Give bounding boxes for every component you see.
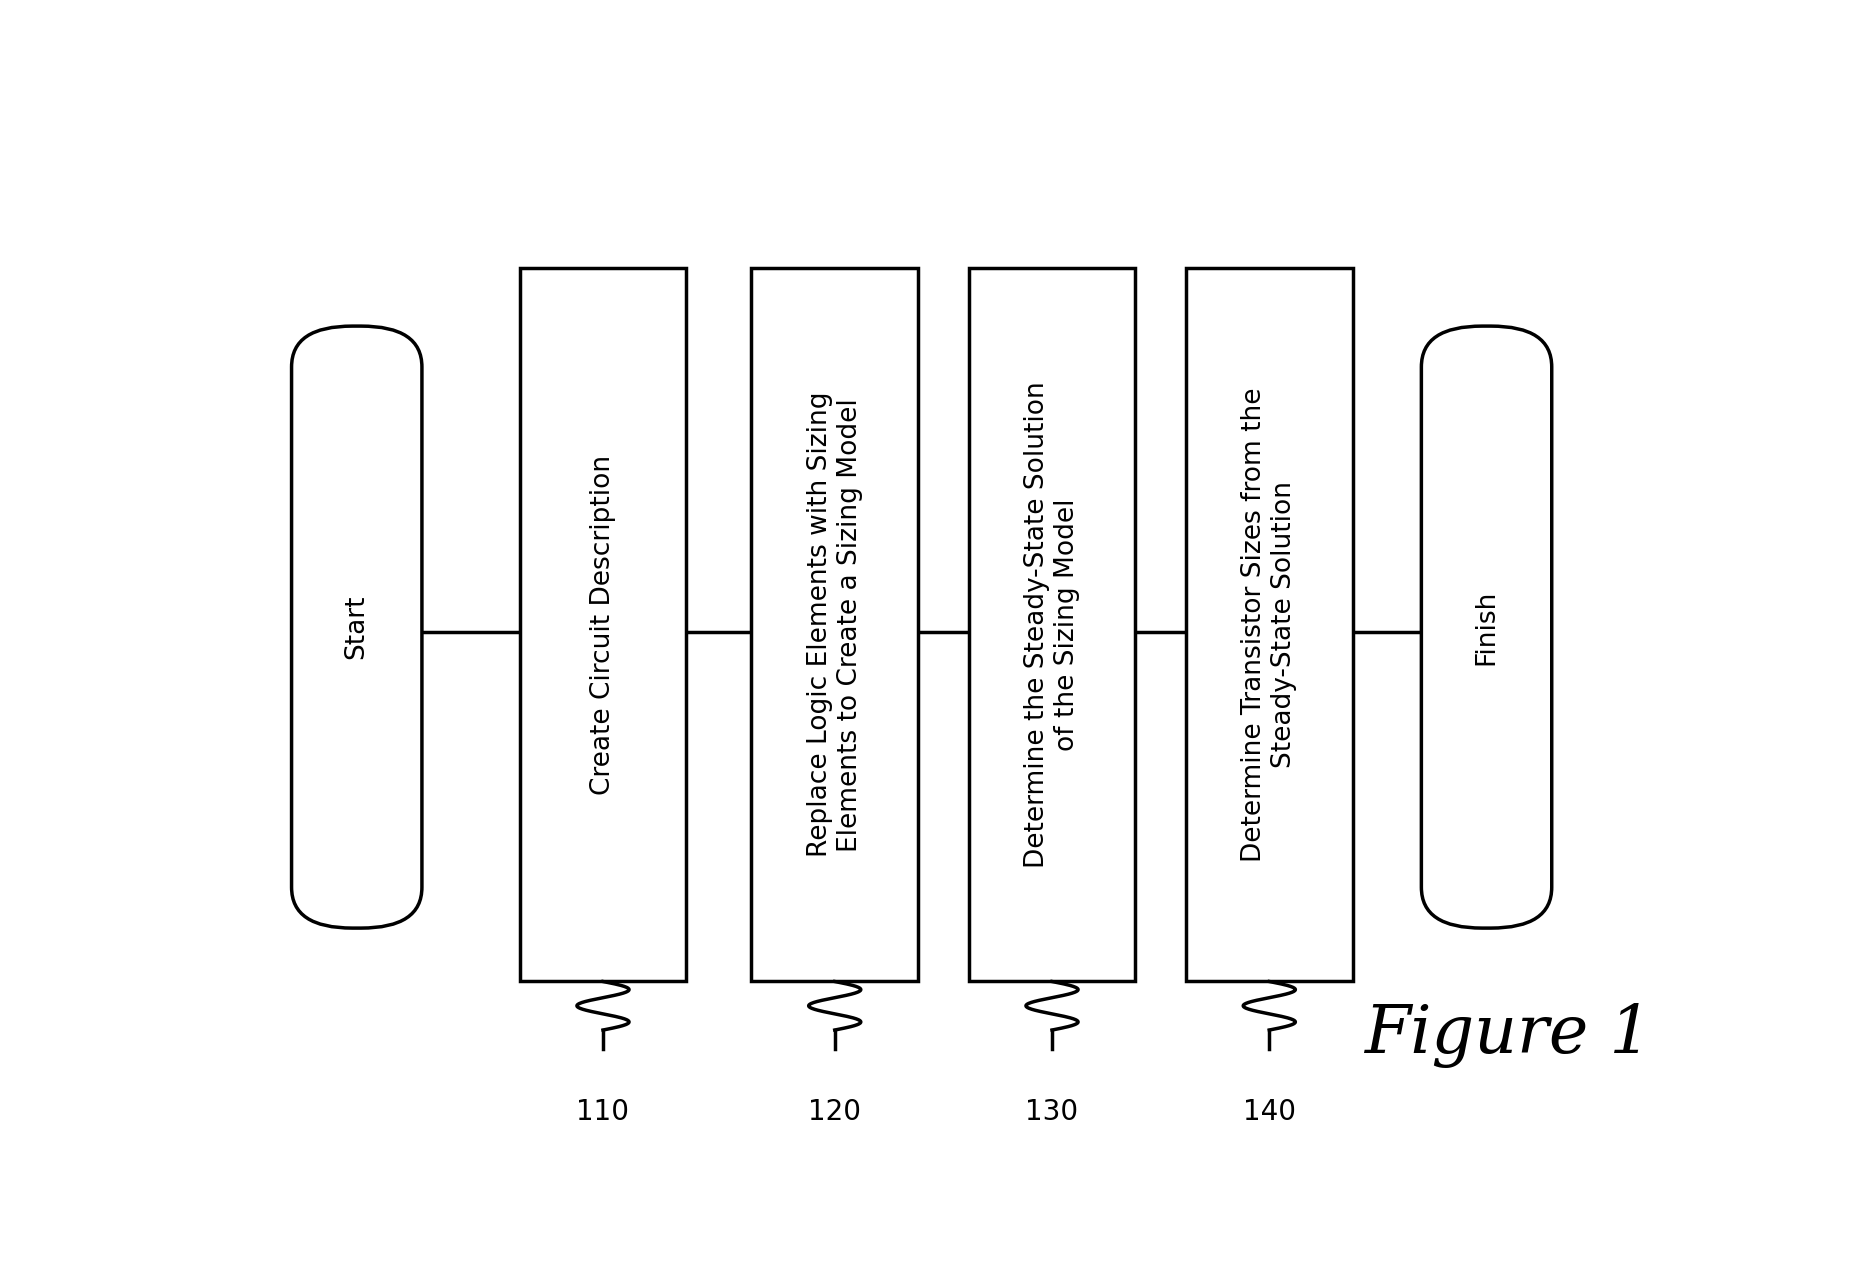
Bar [1187, 267, 1353, 981]
Text: 140: 140 [1243, 1098, 1295, 1126]
Text: Determine Transistor Sizes from the
Steady-State Solution: Determine Transistor Sizes from the Stea… [1241, 387, 1297, 863]
Text: Start: Start [344, 595, 370, 660]
Bar [520, 267, 686, 981]
Bar [751, 267, 918, 981]
Text: Finish: Finish [1473, 589, 1499, 665]
Text: Create Circuit Description: Create Circuit Description [591, 455, 617, 794]
Text: 110: 110 [576, 1098, 630, 1126]
Text: 120: 120 [807, 1098, 862, 1126]
FancyBboxPatch shape [1422, 327, 1551, 928]
Text: Determine the Steady-State Solution
of the Sizing Model: Determine the Steady-State Solution of t… [1024, 381, 1080, 868]
Text: Figure 1: Figure 1 [1364, 1002, 1652, 1068]
Text: Replace Logic Elements with Sizing
Elements to Create a Sizing Model: Replace Logic Elements with Sizing Eleme… [807, 392, 863, 857]
FancyBboxPatch shape [292, 327, 422, 928]
Text: 130: 130 [1026, 1098, 1078, 1126]
Bar [968, 267, 1134, 981]
